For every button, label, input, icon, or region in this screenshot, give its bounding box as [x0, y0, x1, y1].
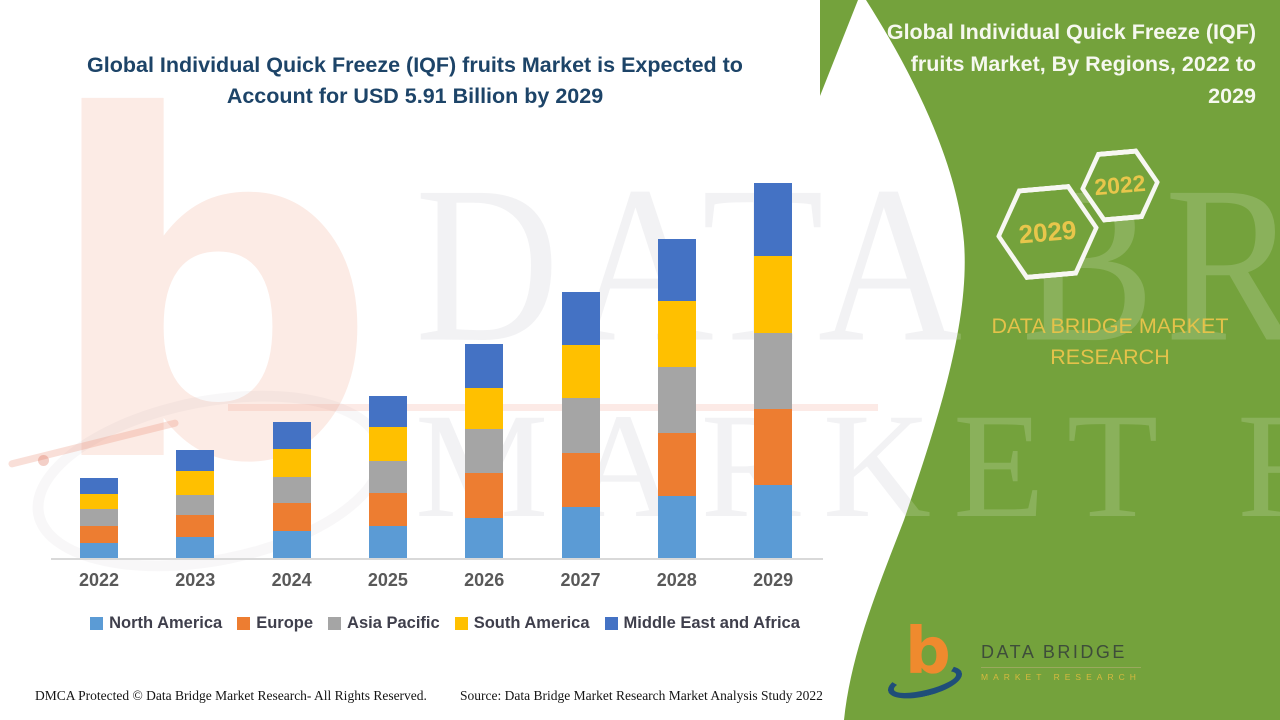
legend-swatch-icon [237, 617, 251, 630]
page-title: Global Individual Quick Freeze (IQF) fru… [87, 53, 743, 108]
bar-segment-2027-north-america [561, 507, 600, 558]
bar-segment-2022-asia-pacific [80, 509, 118, 527]
x-tick-label-2027: 2027 [560, 570, 601, 590]
bar-segment-2027-asia-pacific [561, 397, 600, 454]
bar-segment-2025-north-america [368, 526, 407, 558]
bar-segment-2026-north-america [465, 518, 504, 558]
bar-segment-2024-south-america [272, 448, 311, 477]
bar-2023 [176, 450, 215, 558]
bar-segment-2024-europe [272, 503, 311, 531]
legend-item-north-america: North America [90, 614, 222, 633]
bar-2027 [561, 291, 600, 558]
x-tick-label-2022: 2022 [78, 570, 120, 590]
bar-segment-2024-north-america [272, 530, 311, 558]
watermark-b-letter-icon: b [42, 19, 379, 566]
x-tick-label-2026: 2026 [464, 570, 505, 590]
logo-text: DATA BRIDGE MARKET RESEARCH [981, 642, 1141, 682]
bar-segment-2025-middle-east-and-africa [368, 396, 407, 428]
brand-caption: DATA BRIDGE MARKET RESEARCH [991, 314, 1229, 369]
bar-segment-2023-north-america [176, 537, 215, 558]
bar-segment-2028-north-america [657, 495, 696, 558]
bar-2022 [80, 478, 118, 558]
x-tick-label-2029: 2029 [753, 570, 794, 590]
hexagon-badge-2029: 2029 [992, 182, 1103, 283]
bar-segment-2026-europe [465, 473, 504, 519]
x-tick-label-2025: 2025 [367, 570, 408, 590]
legend-swatch-icon [90, 617, 104, 630]
bar-segment-2023-asia-pacific [176, 494, 215, 515]
bar-segment-2029-north-america [754, 485, 793, 558]
bar-segment-2022-middle-east-and-africa [80, 478, 118, 495]
bar-segment-2027-south-america [561, 345, 600, 398]
x-axis-line [51, 558, 823, 560]
bar-segment-2028-south-america [657, 301, 696, 368]
bar-segment-2023-middle-east-and-africa [176, 450, 215, 471]
bar-segment-2022-south-america [80, 494, 118, 510]
green-panel-shape [844, 0, 1280, 720]
logo-subtitle: MARKET RESEARCH [981, 672, 1141, 682]
legend-label: South America [473, 614, 590, 632]
bar-2024 [272, 422, 311, 558]
hexagon-2029-label: 2029 [1017, 214, 1078, 249]
bar-segment-2025-asia-pacific [368, 461, 407, 494]
bar-2028 [657, 238, 696, 558]
bar-2029 [754, 183, 793, 558]
legend-swatch-icon [328, 617, 342, 630]
bar-segment-2027-middle-east-and-africa [561, 291, 600, 346]
hexagon-2022-label: 2022 [1093, 169, 1147, 201]
bar-segment-2026-south-america [465, 387, 504, 429]
x-tick-label-2024: 2024 [271, 570, 312, 590]
bar-segment-2026-asia-pacific [465, 428, 504, 474]
bar-segment-2028-europe [657, 432, 696, 496]
bar-segment-2025-south-america [368, 427, 407, 462]
bar-segment-2022-north-america [80, 542, 118, 558]
bar-segment-2029-europe [754, 409, 793, 486]
data-bridge-logo: b DATA BRIDGE MARKET RESEARCH [884, 620, 1233, 705]
bar-segment-2022-europe [80, 526, 118, 543]
legend-item-asia-pacific: Asia Pacific [328, 614, 440, 633]
bar-segment-2024-asia-pacific [272, 476, 311, 504]
legend-swatch-icon [604, 617, 618, 630]
side-panel-title: Global Individual Quick Freeze (IQF) fru… [886, 20, 1256, 108]
bar-segment-2027-europe [561, 453, 600, 508]
legend-label: North America [109, 614, 223, 632]
stacked-bar-chart [51, 118, 833, 560]
bar-segment-2025-europe [368, 493, 407, 527]
logo-title: DATA BRIDGE [981, 642, 1141, 668]
bar-2025 [368, 396, 407, 558]
bar-2026 [465, 343, 504, 558]
watermark-underline [228, 404, 878, 411]
bar-segment-2026-middle-east-and-africa [465, 343, 504, 388]
legend-item-europe: Europe [237, 614, 313, 633]
legend-item-middle-east-and-africa: Middle East and Africa [604, 614, 800, 633]
chart-legend: North America Europe Asia Pacific South Ame… [50, 614, 840, 633]
legend-item-south-america: South America [454, 614, 590, 633]
green-corner-sliver [820, 0, 858, 96]
logo-b-icon: b [905, 615, 951, 689]
bar-segment-2023-south-america [176, 470, 215, 495]
bar-segment-2024-middle-east-and-africa [272, 422, 311, 449]
bar-segment-2029-south-america [754, 256, 793, 333]
legend-label: Middle East and Africa [623, 614, 800, 632]
source-note: Source: Data Bridge Market Research Mark… [460, 688, 823, 703]
bar-segment-2028-asia-pacific [657, 367, 696, 433]
x-tick-label-2028: 2028 [656, 570, 697, 590]
bar-segment-2029-asia-pacific [754, 332, 793, 410]
watermark-dot [38, 455, 49, 466]
legend-label: Europe [256, 614, 314, 632]
bar-segment-2023-europe [176, 514, 215, 538]
legend-swatch-icon [454, 617, 468, 630]
bar-segment-2028-middle-east-and-africa [657, 238, 696, 302]
dmca-notice: DMCA Protected © Data Bridge Market Rese… [35, 688, 427, 703]
legend-label: Asia Pacific [347, 614, 440, 632]
x-tick-label-2023: 2023 [175, 570, 216, 590]
bar-segment-2029-middle-east-and-africa [754, 183, 793, 257]
